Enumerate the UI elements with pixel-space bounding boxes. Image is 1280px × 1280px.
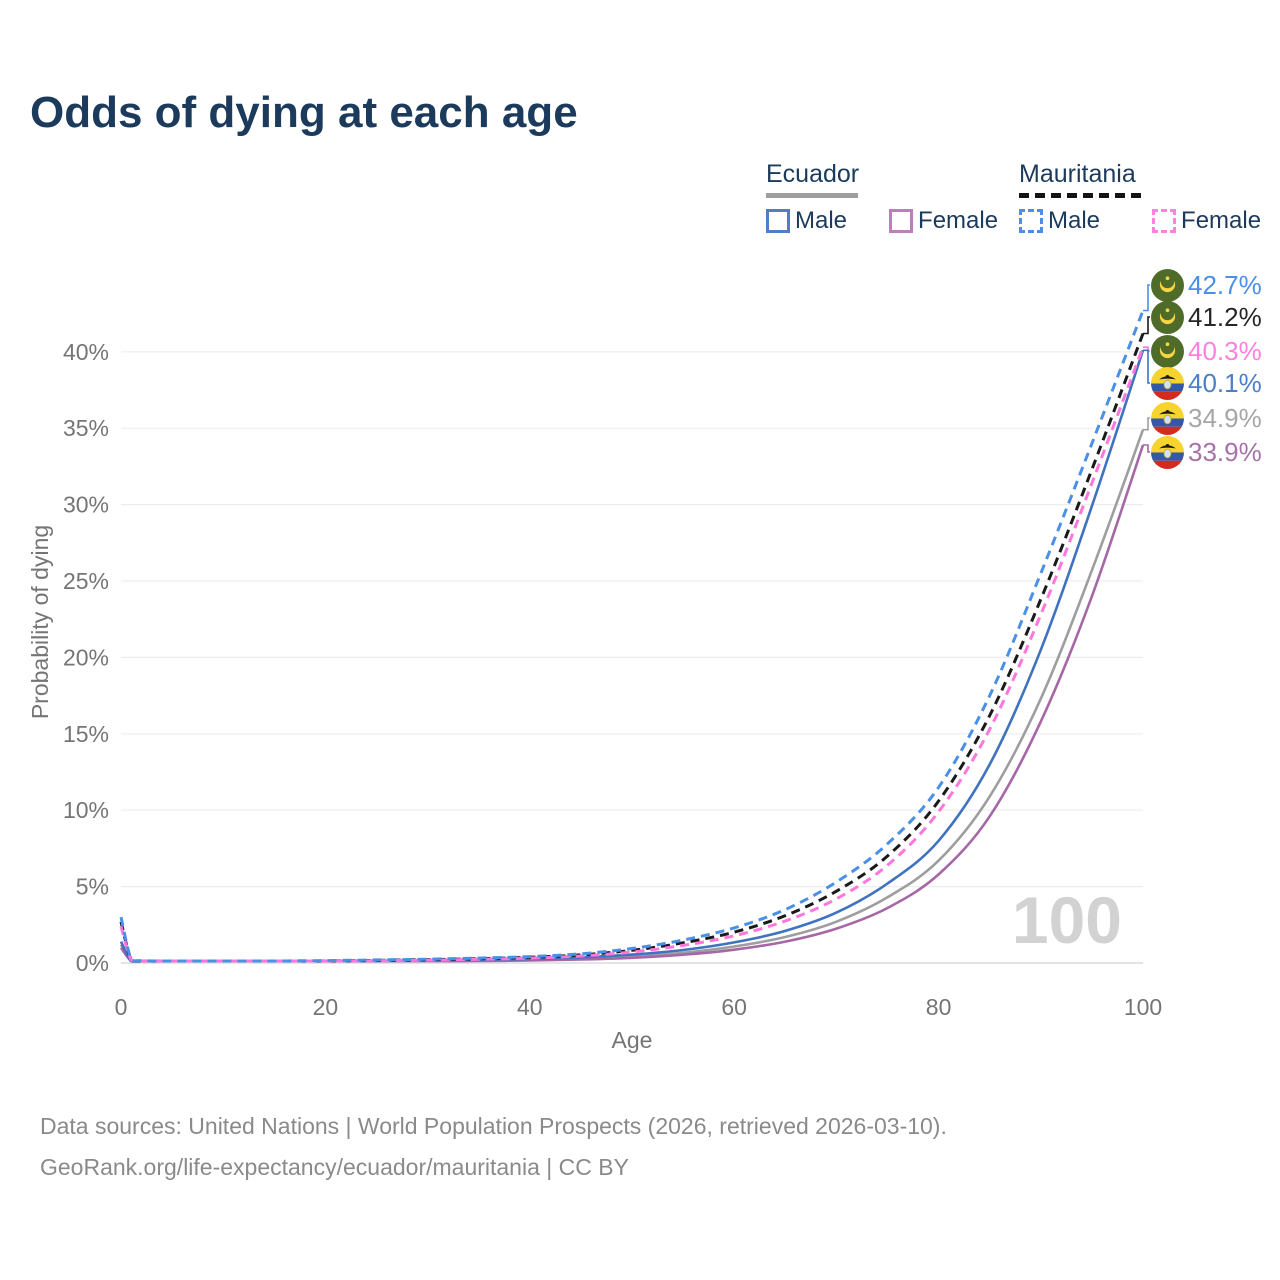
mauritania-male-swatch-icon <box>1019 209 1043 233</box>
x-tick-label: 40 <box>517 994 543 1020</box>
end-label-ecuador-male: 40.1% <box>1151 367 1262 400</box>
ecuador-male-swatch-icon <box>766 209 790 233</box>
x-tick-label: 20 <box>313 994 339 1020</box>
mauritania-flag-icon <box>1151 269 1184 302</box>
legend-group-ecuador: Ecuador Male Female <box>766 160 998 235</box>
y-axis-title: Probability of dying <box>27 525 53 719</box>
y-tick-label: 25% <box>63 568 109 594</box>
ecuador-female-swatch-icon <box>889 209 914 233</box>
end-label-connector <box>1143 444 1150 453</box>
y-tick-label: 5% <box>76 874 109 900</box>
end-value: 33.9% <box>1188 437 1262 467</box>
legend-item-mauritania-female[interactable]: Female <box>1152 207 1261 235</box>
x-tick-label: 0 <box>115 994 128 1020</box>
x-tick-label: 80 <box>926 994 952 1020</box>
data-sources-line1: Data sources: United Nations | World Pop… <box>40 1113 947 1139</box>
end-label-connector <box>1143 346 1150 352</box>
chart-title: Odds of dying at each age <box>30 88 578 137</box>
legend-line-sample-ecuador <box>766 193 858 198</box>
x-axis-title: Age <box>612 1027 653 1053</box>
end-label-connector <box>1143 349 1150 384</box>
mauritania-flag-icon <box>1151 335 1184 368</box>
legend-label-mauritania-male: Male <box>1048 207 1101 234</box>
end-label-ecuador-both: 34.9% <box>1151 402 1262 435</box>
ecuador-flag-icon <box>1151 367 1184 400</box>
y-tick-label: 40% <box>63 339 109 365</box>
end-label-mauritania-female: 40.3% <box>1151 335 1262 368</box>
end-label-connector <box>1143 417 1150 431</box>
series-line-mauritania-male <box>119 309 1145 963</box>
data-sources: Data sources: United Nations | World Pop… <box>40 1106 947 1188</box>
end-label-connector <box>1143 284 1150 312</box>
y-tick-label: 35% <box>63 415 109 441</box>
y-tick-label: 30% <box>63 492 109 518</box>
series-line-mauritania-female <box>119 346 1145 963</box>
end-value: 40.3% <box>1188 336 1262 366</box>
y-tick-label: 15% <box>63 721 109 747</box>
end-label-connector <box>1143 316 1150 335</box>
legend-item-ecuador-male[interactable]: Male <box>766 207 847 235</box>
mauritania-flag-icon <box>1151 301 1184 334</box>
legend-country-mauritania: Mauritania <box>1019 160 1136 188</box>
legend-country-ecuador: Ecuador <box>766 160 860 188</box>
end-value: 42.7% <box>1188 270 1262 300</box>
series-line-ecuador-male <box>119 349 1145 963</box>
legend-label-ecuador-female: Female <box>918 207 999 234</box>
legend-label-ecuador-male: Male <box>795 207 848 234</box>
end-value: 40.1% <box>1188 368 1262 398</box>
legend-line-sample-mauritania <box>1019 193 1147 198</box>
data-sources-line2: GeoRank.org/life-expectancy/ecuador/maur… <box>40 1154 629 1180</box>
y-tick-label: 20% <box>63 644 109 670</box>
x-tick-label: 60 <box>721 994 747 1020</box>
mauritania-female-swatch-icon <box>1152 209 1177 233</box>
legend-item-ecuador-female[interactable]: Female <box>889 207 998 235</box>
y-tick-label: 10% <box>63 797 109 823</box>
legend-label-mauritania-female: Female <box>1181 207 1262 234</box>
series-line-ecuador-female <box>119 444 1145 963</box>
end-label-mauritania-both: 41.2% <box>1151 301 1262 334</box>
x-tick-label: 100 <box>1124 994 1162 1020</box>
ecuador-flag-icon <box>1151 402 1184 435</box>
legend-group-mauritania: Mauritania Male Female <box>1019 160 1261 235</box>
end-value: 34.9% <box>1188 403 1262 433</box>
end-label-ecuador-female: 33.9% <box>1151 436 1262 469</box>
legend-item-mauritania-male[interactable]: Male <box>1019 207 1100 235</box>
end-label-mauritania-male: 42.7% <box>1151 269 1262 302</box>
ecuador-flag-icon <box>1151 436 1184 469</box>
end-value: 41.2% <box>1188 302 1262 332</box>
y-tick-label: 0% <box>76 950 109 976</box>
age-counter-watermark: 100 <box>1012 883 1122 957</box>
